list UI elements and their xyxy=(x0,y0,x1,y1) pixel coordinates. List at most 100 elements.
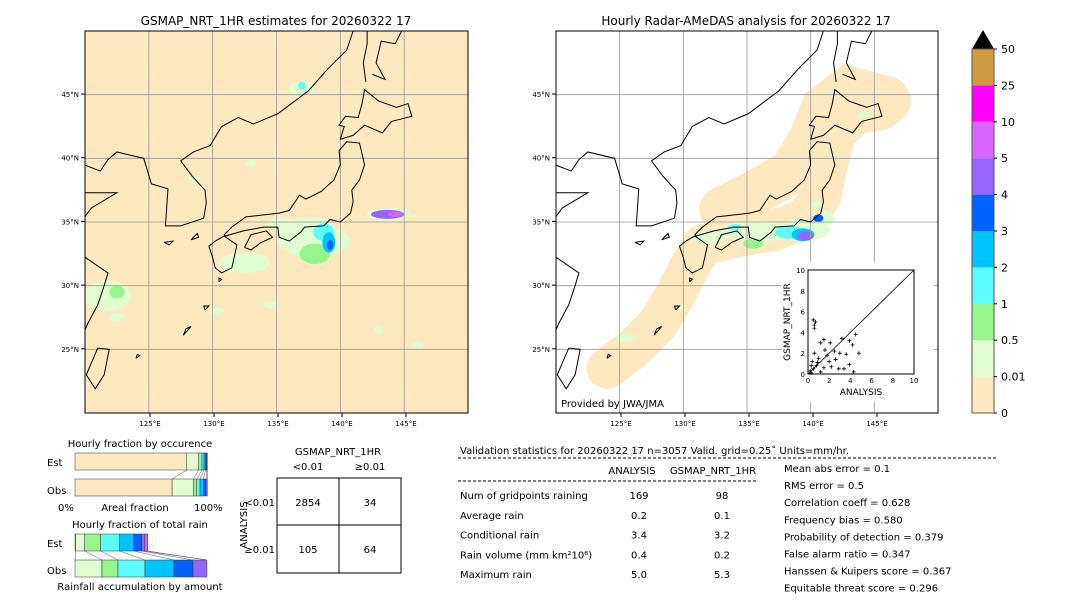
fraction-segment xyxy=(75,533,85,552)
stat-analysis-value: 3.4 xyxy=(631,531,647,542)
occurrence-title: Hourly fraction by occurence xyxy=(68,439,212,450)
colorbar-segment xyxy=(972,267,994,304)
connector-line xyxy=(205,469,207,480)
scatter-point xyxy=(842,366,847,371)
coastline xyxy=(86,348,109,389)
lon-tick-label: 125°E xyxy=(610,420,631,428)
coastline xyxy=(219,278,222,282)
scatter-point xyxy=(818,369,823,374)
coastline xyxy=(204,306,209,310)
scatter-x-tick: 2 xyxy=(827,377,831,385)
left-map-title: GSMAP_NRT_1HR estimates for 20260322 17 xyxy=(141,14,412,28)
colorbar-label: 1 xyxy=(1001,298,1008,311)
fraction-segment xyxy=(119,533,134,552)
stat-row-label: Average rain xyxy=(460,511,524,522)
score-line: Hanssen & Kuipers score = 0.367 xyxy=(784,567,951,578)
fraction-segment xyxy=(133,533,142,552)
coastline xyxy=(809,90,882,140)
lon-tick-label: 130°E xyxy=(203,420,224,428)
left-map: 125°E 130°E 135°E 140°E 145°E 45°N 40°N 35°N 30°… xyxy=(61,30,469,428)
fraction-segment xyxy=(173,559,194,578)
lat-tick-label: 35°N xyxy=(532,218,550,226)
rain-area xyxy=(208,307,225,315)
scatter-x-tick: 10 xyxy=(910,377,919,385)
scatter-y-tick: 4 xyxy=(801,329,806,337)
fraction-segment xyxy=(201,452,205,471)
lat-tick-label: 25°N xyxy=(532,346,550,354)
scatter-point xyxy=(812,351,817,356)
scatter-point xyxy=(833,357,838,362)
rain-fraction-title: Hourly fraction of total rain xyxy=(72,520,208,531)
diagonal-line xyxy=(807,269,915,375)
colorbar-label: 0 xyxy=(1001,407,1008,420)
coastline xyxy=(662,233,670,239)
scatter-point xyxy=(828,340,833,345)
occurrence-xlabel: Areal fraction xyxy=(101,503,168,514)
contingency-table: GSMAP_NRT_1HR <0.01 ≥0.01 ANALYSIS <0.01… xyxy=(239,447,402,574)
validation-stats: Validation statistics for 20260322 17 n=… xyxy=(458,445,997,595)
coastline xyxy=(209,236,237,273)
coastline xyxy=(654,326,662,335)
fraction-segment xyxy=(193,478,197,497)
connector-line xyxy=(171,469,187,480)
scatter-y-tick: 10 xyxy=(796,267,805,275)
est-label: Est xyxy=(47,458,63,469)
scatter-y-tick: 2 xyxy=(801,350,805,358)
coastline xyxy=(680,236,708,273)
right-map: 125°E 130°E 135°E 140°E 145°E 45°N 40°N 35°N 30°… xyxy=(532,30,939,428)
obs-label: Obs xyxy=(47,566,66,577)
fraction-segment xyxy=(206,452,208,471)
fraction-segment xyxy=(144,533,149,552)
colorbar-extend-arrow xyxy=(972,30,994,49)
fraction-segment xyxy=(203,478,207,497)
rain-area xyxy=(797,231,814,241)
rain-area xyxy=(410,341,424,350)
colorbar-label: 5 xyxy=(1001,152,1008,165)
stat-gsmap-value: 0.1 xyxy=(714,511,730,522)
scatter-point xyxy=(818,340,823,345)
stats-header: Validation statistics for 20260322 17 n=… xyxy=(460,445,849,457)
est-label: Est xyxy=(47,539,63,550)
rain-area xyxy=(245,159,257,168)
connector-line xyxy=(196,469,203,480)
scatter-point xyxy=(851,369,856,374)
rain-area xyxy=(326,239,334,251)
fraction-segment xyxy=(144,559,175,578)
scatter-point xyxy=(829,364,834,369)
scatter-point xyxy=(811,317,816,322)
coastline xyxy=(245,231,273,250)
fraction-segment xyxy=(186,452,199,471)
colorbar-segment xyxy=(972,121,994,159)
data-credit: Provided by JWA/JMA xyxy=(561,399,664,410)
scatter-point xyxy=(822,348,827,353)
coastline xyxy=(843,31,872,79)
score-line: RMS error = 0.5 xyxy=(784,481,864,492)
stat-analysis-value: 169 xyxy=(629,491,648,502)
scatter-point xyxy=(836,366,841,371)
stat-analysis-value: 0.2 xyxy=(631,511,647,522)
score-line: Probability of detection = 0.379 xyxy=(784,532,943,543)
scatter-xlabel: ANALYSIS xyxy=(840,388,883,398)
scatter-point xyxy=(810,359,815,364)
stat-row-label: Maximum rain xyxy=(460,570,532,581)
coastline xyxy=(674,306,679,310)
scatter-y-tick: 8 xyxy=(801,288,805,296)
lon-tick-label: 140°E xyxy=(802,420,823,428)
fraction-segment xyxy=(199,478,204,497)
fraction-segment xyxy=(74,452,187,471)
connector-line xyxy=(74,550,76,561)
occurrence-fraction-chart: Hourly fraction by occurence Est Obs 0% … xyxy=(47,439,223,514)
coastline xyxy=(607,354,611,358)
col-label-1: ≥0.01 xyxy=(355,462,386,473)
stat-gsmap-value: 0.2 xyxy=(714,550,730,561)
coastline xyxy=(715,231,743,250)
obs-label: Obs xyxy=(47,486,66,497)
scatter-y-tick: 0 xyxy=(801,371,805,379)
stat-gsmap-value: 98 xyxy=(716,491,729,502)
connector-line xyxy=(100,550,119,561)
stat-row-label: Rain volume (mm km²10⁶) xyxy=(460,550,592,561)
x-tick-100: 100% xyxy=(194,503,223,514)
connector-line xyxy=(141,550,194,561)
stat-row-label: Conditional rain xyxy=(460,531,539,542)
